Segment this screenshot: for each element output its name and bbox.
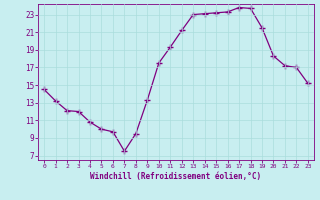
X-axis label: Windchill (Refroidissement éolien,°C): Windchill (Refroidissement éolien,°C) [91, 172, 261, 181]
